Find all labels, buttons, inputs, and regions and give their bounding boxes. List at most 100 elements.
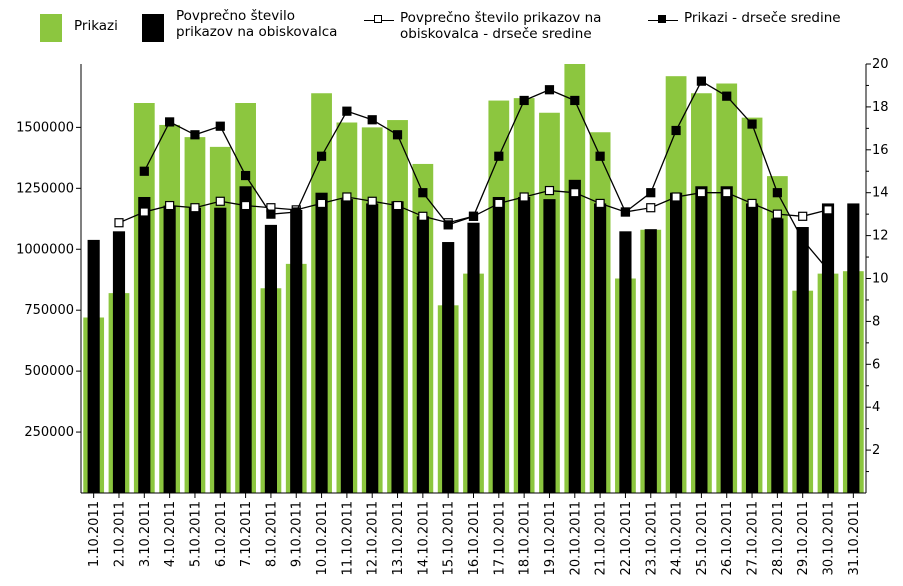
bar-avg-views	[214, 207, 227, 493]
bar-avg-views	[112, 231, 126, 493]
views-moving-point	[646, 188, 656, 198]
bar-avg-views	[340, 199, 353, 493]
y-right-tick-label: 8	[872, 314, 880, 329]
y-right-tick-label: 20	[872, 57, 889, 72]
avg-views-moving-point	[342, 192, 352, 202]
views-moving-point	[620, 207, 631, 217]
avg-views-moving-point	[316, 198, 327, 209]
x-tick-label: 30.10.2011	[822, 501, 837, 575]
legend: Prikazi Povprečno število prikazov na ob…	[0, 4, 903, 54]
avg-views-moving-point	[646, 203, 656, 213]
x-tick-label: 22.10.2011	[619, 501, 634, 575]
views-moving-point	[190, 130, 200, 140]
avg-views-moving-point	[494, 198, 504, 209]
bar-avg-views	[594, 203, 607, 494]
views-moving-point	[266, 209, 276, 219]
y-right-tick-label: 10	[872, 272, 889, 287]
legend-item-prikazi: Prikazi	[40, 14, 118, 42]
avg-views-moving-point	[114, 218, 124, 228]
bar-avg-views	[847, 203, 860, 494]
y-left-tick-label: 1000000	[16, 242, 74, 257]
y-left-tick-label: 500000	[24, 364, 74, 379]
avg-views-moving-point	[519, 192, 529, 202]
x-tick-label: 16.10.2011	[467, 501, 482, 575]
bar-avg-views	[619, 231, 632, 493]
views-moving-point	[316, 151, 327, 161]
x-tick-label: 9.10.2011	[290, 501, 305, 567]
views-moving-point	[291, 207, 301, 217]
y-left-tick-label: 250000	[24, 425, 74, 440]
x-tick-label: 3.10.2011	[138, 501, 153, 567]
views-moving-point	[240, 170, 251, 181]
bar-avg-views	[467, 222, 480, 494]
legend-open-square-icon	[364, 13, 394, 27]
y-right-tick-label: 2	[872, 443, 880, 458]
views-moving-point	[747, 119, 757, 129]
avg-views-moving-point	[747, 198, 757, 209]
x-tick-label: 31.10.2011	[847, 501, 862, 575]
avg-views-moving-point	[798, 211, 808, 221]
bar-avg-views	[264, 224, 277, 493]
y-right-tick-label: 18	[872, 100, 889, 115]
bar-avg-views	[670, 192, 683, 493]
views-moving-line	[143, 80, 829, 271]
avg-views-moving-point	[570, 188, 580, 198]
bar-avg-views	[290, 209, 303, 494]
x-tick-label: 14.10.2011	[416, 501, 431, 575]
bar-avg-views	[315, 192, 328, 493]
views-moving-point	[696, 76, 707, 86]
x-tick-label: 19.10.2011	[543, 501, 558, 575]
legend-item-views-moving: Prikazi - drseče sredine	[648, 10, 841, 27]
bar-avg-views	[138, 196, 151, 494]
x-tick-label: 28.10.2011	[771, 501, 786, 575]
views-moving-point	[823, 265, 833, 275]
views-moving-point	[519, 95, 529, 106]
bar-avg-views	[492, 196, 505, 494]
views-moving-point	[443, 220, 453, 230]
bar-avg-views	[239, 186, 252, 493]
avg-views-moving-point	[215, 196, 225, 206]
y-right-tick-label: 4	[872, 400, 880, 415]
x-tick-label: 23.10.2011	[644, 501, 659, 575]
bar-avg-views	[391, 201, 404, 493]
views-moving-point	[722, 91, 732, 101]
legend-label: Povprečno število prikazov na obiskovalc…	[176, 8, 338, 40]
legend-item-avg-views-moving: Povprečno število prikazov na obiskovalc…	[364, 10, 648, 42]
avg-views-moving-point	[367, 196, 377, 206]
x-tick-label: 13.10.2011	[391, 501, 406, 575]
x-tick-label: 24.10.2011	[670, 501, 685, 575]
x-tick-label: 2.10.2011	[112, 501, 127, 567]
legend-label: Prikazi	[74, 18, 118, 34]
avg-views-moving-point	[240, 200, 251, 211]
avg-views-moving-point	[165, 200, 175, 211]
avg-views-moving-point	[595, 198, 605, 209]
views-moving-point	[468, 211, 479, 221]
bar-avg-views	[796, 227, 809, 493]
avg-views-moving-point	[772, 209, 782, 219]
views-moving-point	[544, 85, 555, 95]
bar-avg-views	[442, 242, 455, 493]
x-tick-label: 27.10.2011	[746, 501, 761, 575]
legend-label: Povprečno število prikazov na obiskovalc…	[400, 10, 602, 42]
x-tick-label: 25.10.2011	[695, 501, 710, 575]
x-tick-label: 29.10.2011	[796, 501, 811, 575]
avg-views-moving-point	[544, 185, 555, 196]
avg-views-moving-point	[190, 203, 200, 213]
views-moving-point	[367, 115, 377, 125]
views-moving-point	[342, 106, 352, 116]
views-moving-point	[392, 130, 403, 140]
bar-avg-views	[720, 186, 733, 493]
views-moving-point	[165, 117, 175, 127]
x-tick-label: 18.10.2011	[518, 501, 533, 575]
x-tick-label: 21.10.2011	[594, 501, 609, 575]
legend-swatch-black	[142, 14, 164, 42]
bar-avg-views	[644, 229, 657, 494]
y-right-tick-label: 14	[872, 186, 889, 201]
x-tick-label: 1.10.2011	[87, 501, 102, 567]
bar-avg-views	[518, 196, 531, 494]
bar-avg-views	[87, 239, 100, 493]
views-moving-point	[772, 188, 782, 198]
avg-views-moving-point	[671, 192, 681, 202]
y-right-tick-label: 6	[872, 357, 880, 372]
